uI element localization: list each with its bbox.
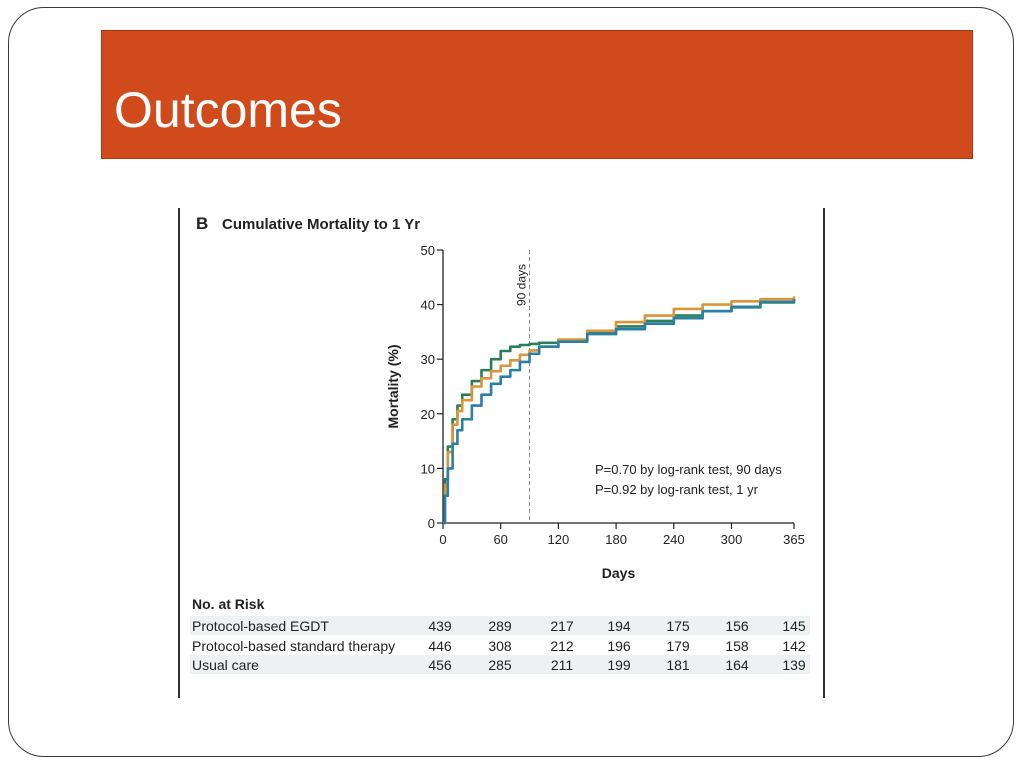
y-axis-label: Mortality (%): [385, 345, 401, 429]
at-risk-cell: 139: [782, 657, 806, 673]
x-tick-label: 240: [663, 532, 685, 547]
x-tick-label: 365: [783, 532, 805, 547]
x-tick-label: 0: [439, 532, 446, 547]
at-risk-cell: 196: [607, 638, 631, 654]
series-line-usual-care: [443, 299, 796, 525]
at-risk-cell: 212: [550, 638, 574, 654]
chart-title: Cumulative Mortality to 1 Yr: [222, 216, 420, 233]
y-tick-label: 10: [421, 461, 435, 476]
y-tick-label: 20: [421, 407, 435, 422]
at-risk-cell: 199: [607, 657, 631, 673]
p-value-annotation: P=0.70 by log-rank test, 90 days: [595, 462, 782, 477]
series-line-protocol-based-standard-therapy: [443, 296, 796, 525]
at-risk-cell: 308: [488, 638, 512, 654]
x-tick-label: 120: [548, 532, 570, 547]
reference-line-label: 90 days: [515, 264, 529, 306]
at-risk-row-bg: [190, 616, 810, 635]
at-risk-cell: 439: [428, 618, 452, 634]
at-risk-cell: 179: [666, 638, 690, 654]
y-tick-label: 0: [428, 516, 435, 531]
at-risk-cell: 194: [607, 618, 631, 634]
slide-title: Outcomes: [114, 82, 342, 138]
figure-panel: B Cumulative Mortality to 1 Yr 0 10 20 30 40 50…: [170, 200, 830, 700]
y-tick-label: 50: [421, 243, 435, 258]
y-tick-label: 40: [421, 298, 435, 313]
x-tick-label: 300: [721, 532, 743, 547]
at-risk-cell: 289: [488, 618, 512, 634]
y-tick-label: 30: [421, 352, 435, 367]
figure-border-right: [823, 208, 825, 698]
at-risk-cell: 142: [782, 638, 806, 654]
at-risk-cell: 181: [666, 657, 690, 673]
at-risk-row-label: Protocol-based EGDT: [192, 618, 329, 634]
at-risk-row-label: Usual care: [192, 657, 259, 673]
at-risk-cell: 175: [666, 618, 690, 634]
at-risk-row-label: Protocol-based standard therapy: [192, 638, 395, 654]
at-risk-cell: 158: [725, 638, 749, 654]
at-risk-cell: 156: [725, 618, 749, 634]
title-bar: Outcomes: [101, 30, 973, 159]
x-axis-label: Days: [602, 565, 636, 581]
at-risk-row-bg: [190, 655, 810, 674]
at-risk-cell: 285: [488, 657, 512, 673]
x-tick-label: 180: [605, 532, 627, 547]
panel-letter: B: [196, 214, 208, 233]
at-risk-cell: 217: [550, 618, 574, 634]
at-risk-cell: 446: [428, 638, 452, 654]
p-value-annotation: P=0.92 by log-rank test, 1 yr: [595, 482, 759, 497]
mortality-chart: B Cumulative Mortality to 1 Yr 0 10 20 30 40 50…: [190, 214, 810, 674]
at-risk-cell: 211: [551, 657, 574, 673]
x-tick-label: 60: [493, 532, 507, 547]
at-risk-cell: 164: [725, 657, 749, 673]
at-risk-cell: 456: [428, 657, 452, 673]
at-risk-header: No. at Risk: [192, 596, 265, 612]
figure-border-left: [178, 208, 180, 698]
at-risk-cell: 145: [782, 618, 806, 634]
